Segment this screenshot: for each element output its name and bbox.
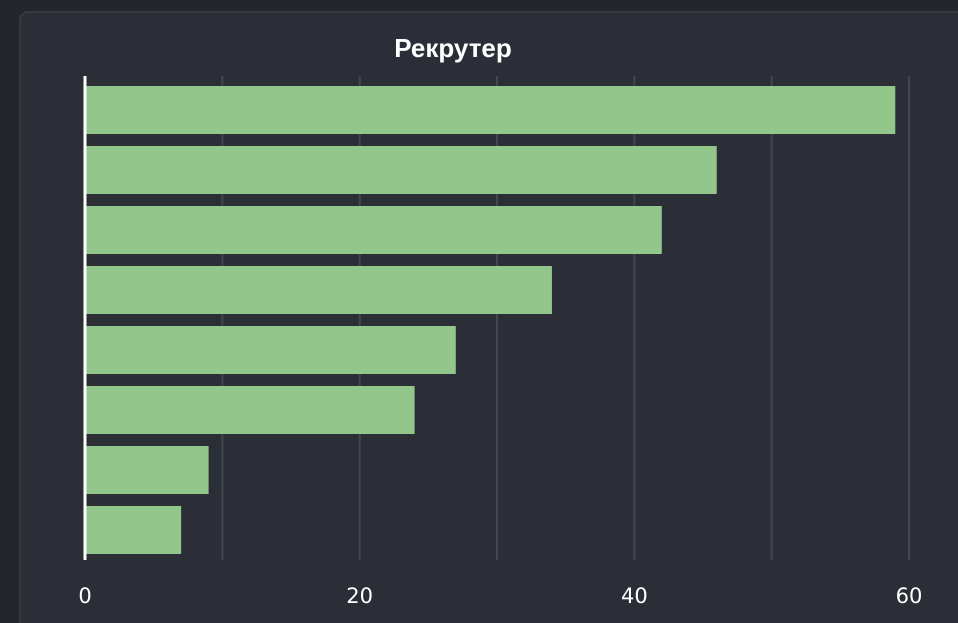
- bar: [85, 386, 415, 434]
- bar: [85, 326, 456, 374]
- chart-title: Рекрутер: [394, 33, 512, 63]
- bar: [85, 146, 717, 194]
- bar: [85, 206, 662, 254]
- bar: [85, 266, 552, 314]
- x-tick-label: 40: [621, 584, 648, 608]
- x-tick-label: 20: [346, 584, 373, 608]
- bar: [85, 446, 209, 494]
- x-tick-label: 60: [896, 584, 923, 608]
- x-tick-label: 0: [78, 584, 91, 608]
- bar: [85, 86, 896, 134]
- bar: [85, 506, 182, 554]
